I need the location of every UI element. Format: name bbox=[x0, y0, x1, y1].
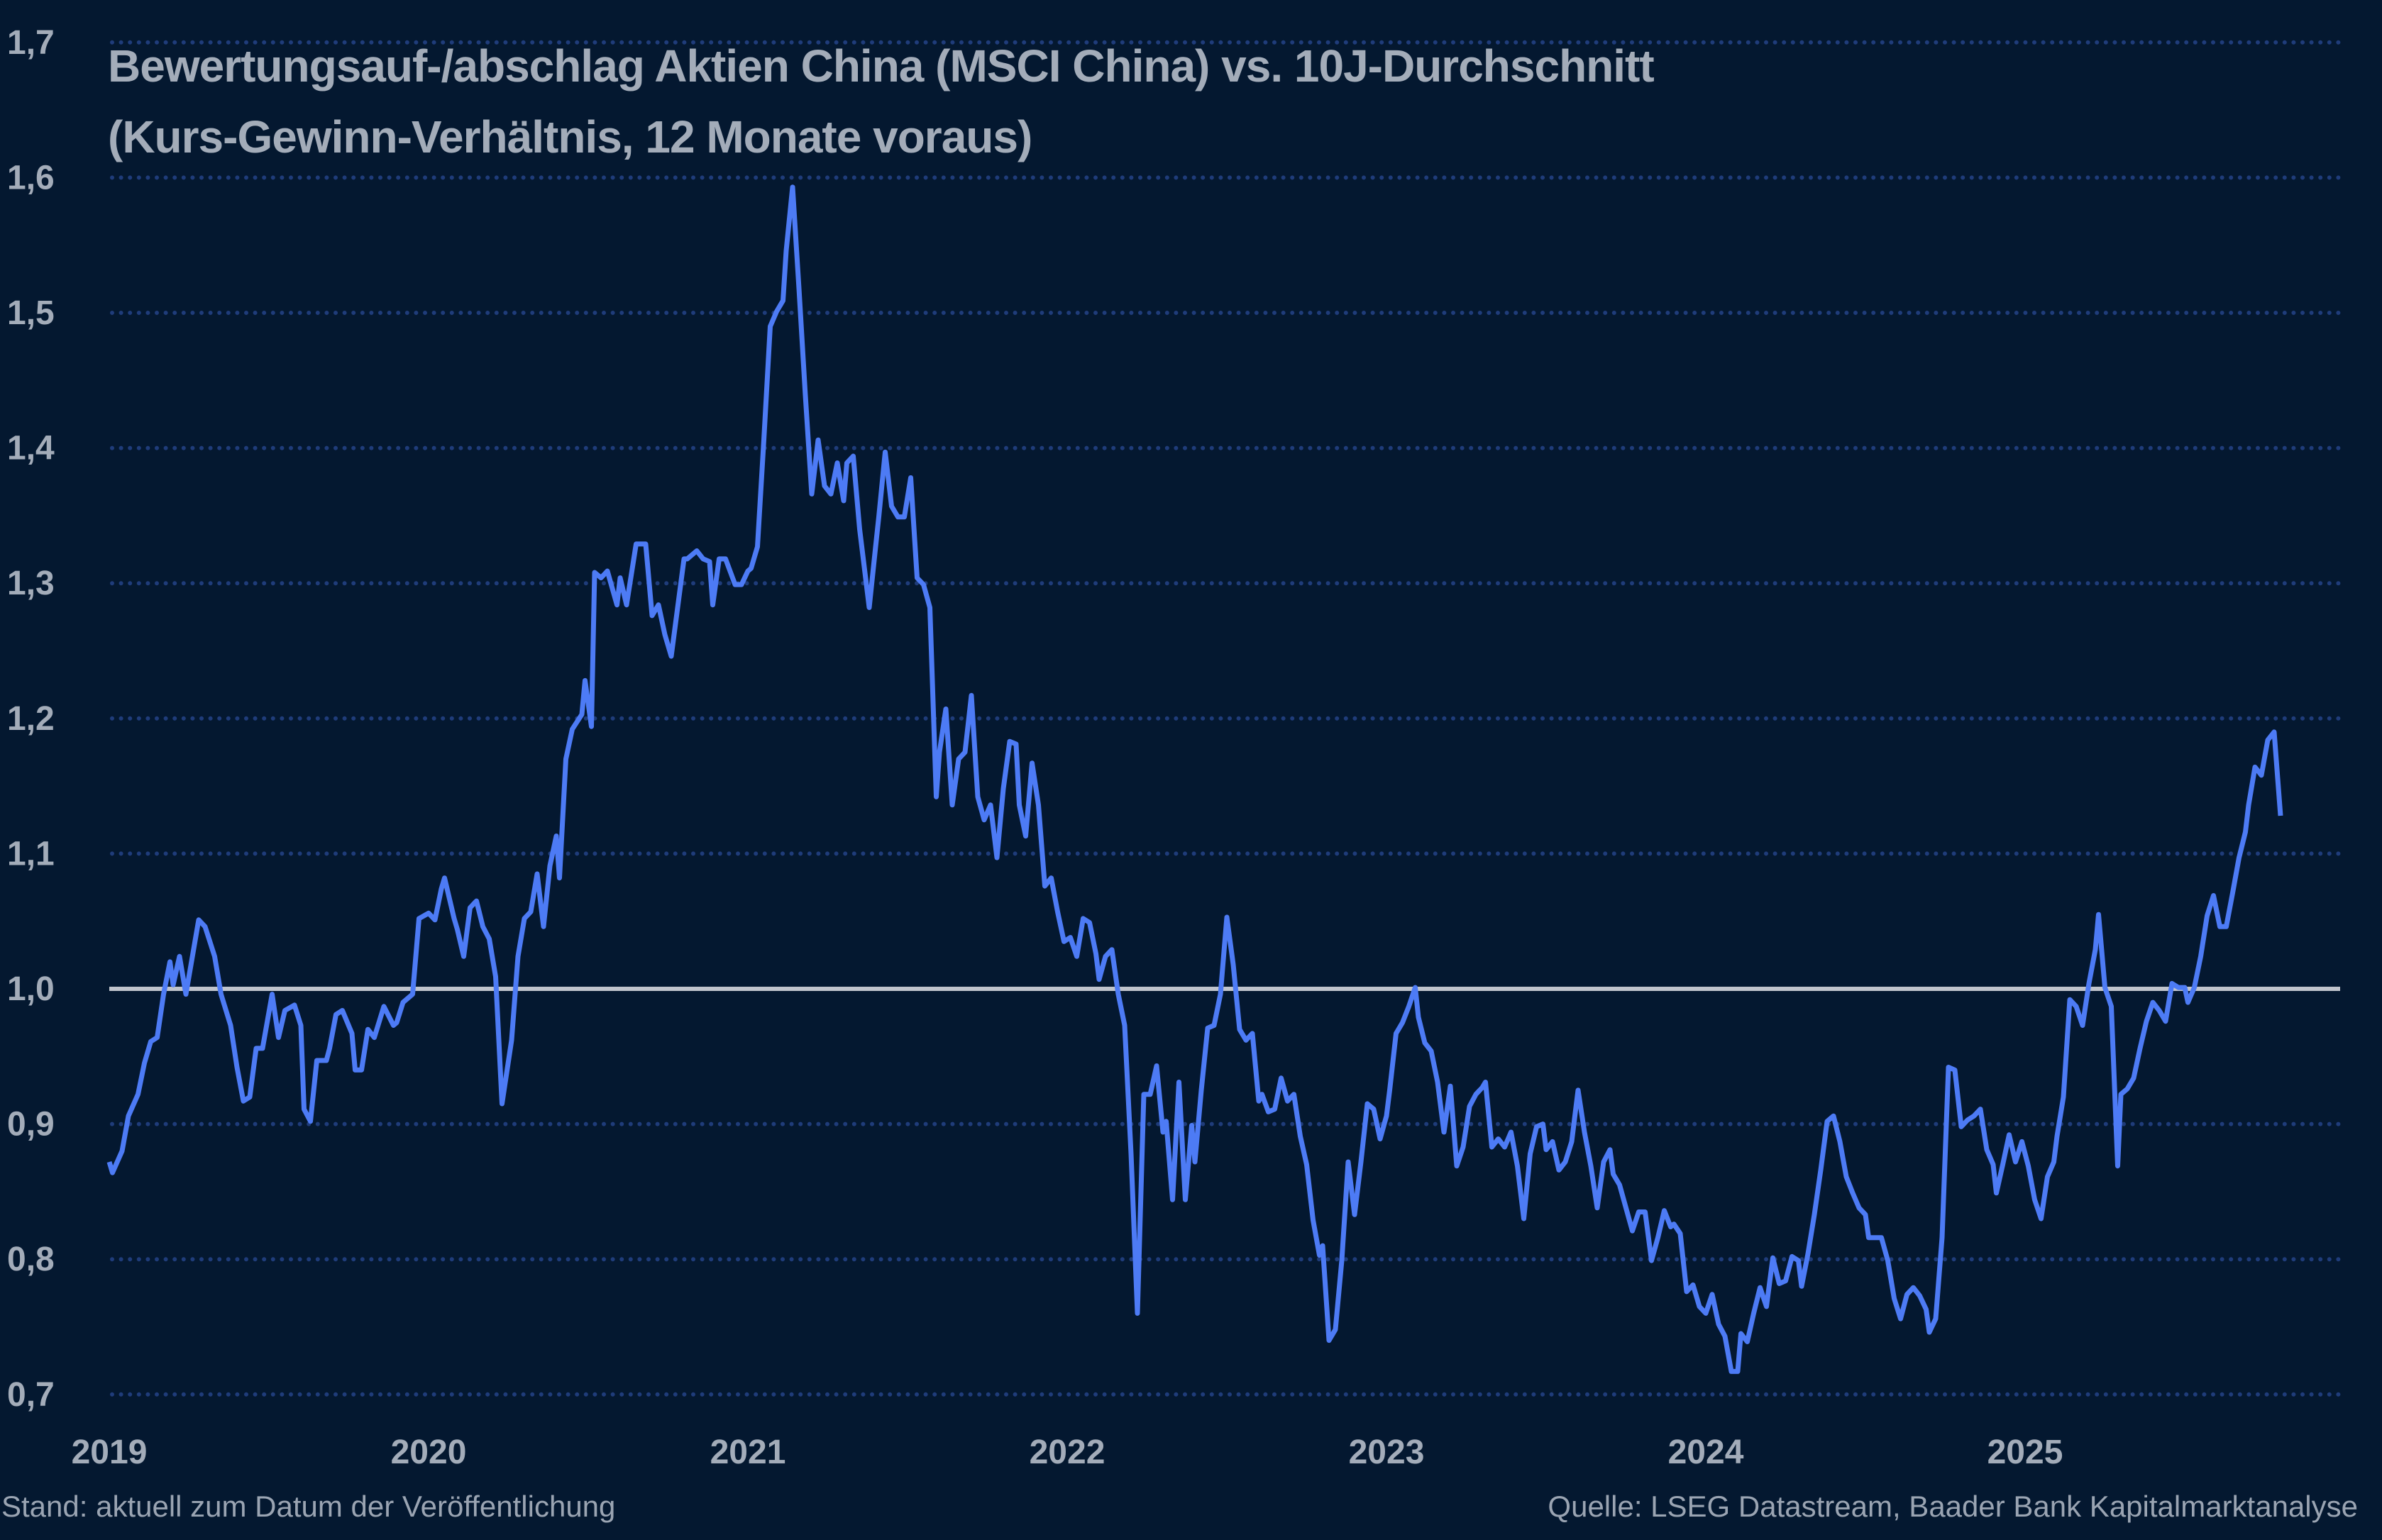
y-tick-label: 1,6 bbox=[7, 159, 55, 196]
y-tick-label: 1,3 bbox=[7, 565, 55, 602]
y-tick-label: 1,2 bbox=[7, 700, 55, 738]
y-tick-label: 0,7 bbox=[7, 1376, 55, 1414]
y-tick-label: 1,5 bbox=[7, 294, 55, 332]
x-tick-label: 2021 bbox=[710, 1434, 786, 1471]
footer-source: Quelle: LSEG Datastream, Baader Bank Kap… bbox=[1548, 1490, 2358, 1523]
x-tick-label: 2022 bbox=[1030, 1434, 1105, 1471]
x-tick-label: 2020 bbox=[391, 1434, 467, 1471]
y-tick-label: 1,4 bbox=[7, 430, 55, 467]
y-tick-label: 1,0 bbox=[7, 970, 55, 1008]
chart-title: Bewertungsauf-/abschlag Aktien China (MS… bbox=[108, 40, 1655, 92]
y-tick-label: 1,1 bbox=[7, 835, 55, 873]
series-line bbox=[106, 184, 2283, 1374]
y-tick-label: 1,7 bbox=[7, 24, 55, 62]
x-tick-label: 2019 bbox=[72, 1434, 148, 1471]
footer-stand: Stand: aktuell zum Datum der Veröffentli… bbox=[1, 1490, 616, 1523]
x-tick-label: 2023 bbox=[1349, 1434, 1425, 1471]
x-tick-label: 2025 bbox=[1987, 1434, 2063, 1471]
chart-subtitle: (Kurs-Gewinn-Verhältnis, 12 Monate vorau… bbox=[108, 111, 1032, 162]
y-tick-label: 0,8 bbox=[7, 1241, 55, 1278]
y-tick-label: 0,9 bbox=[7, 1106, 55, 1143]
x-tick-label: 2024 bbox=[1668, 1434, 1744, 1471]
